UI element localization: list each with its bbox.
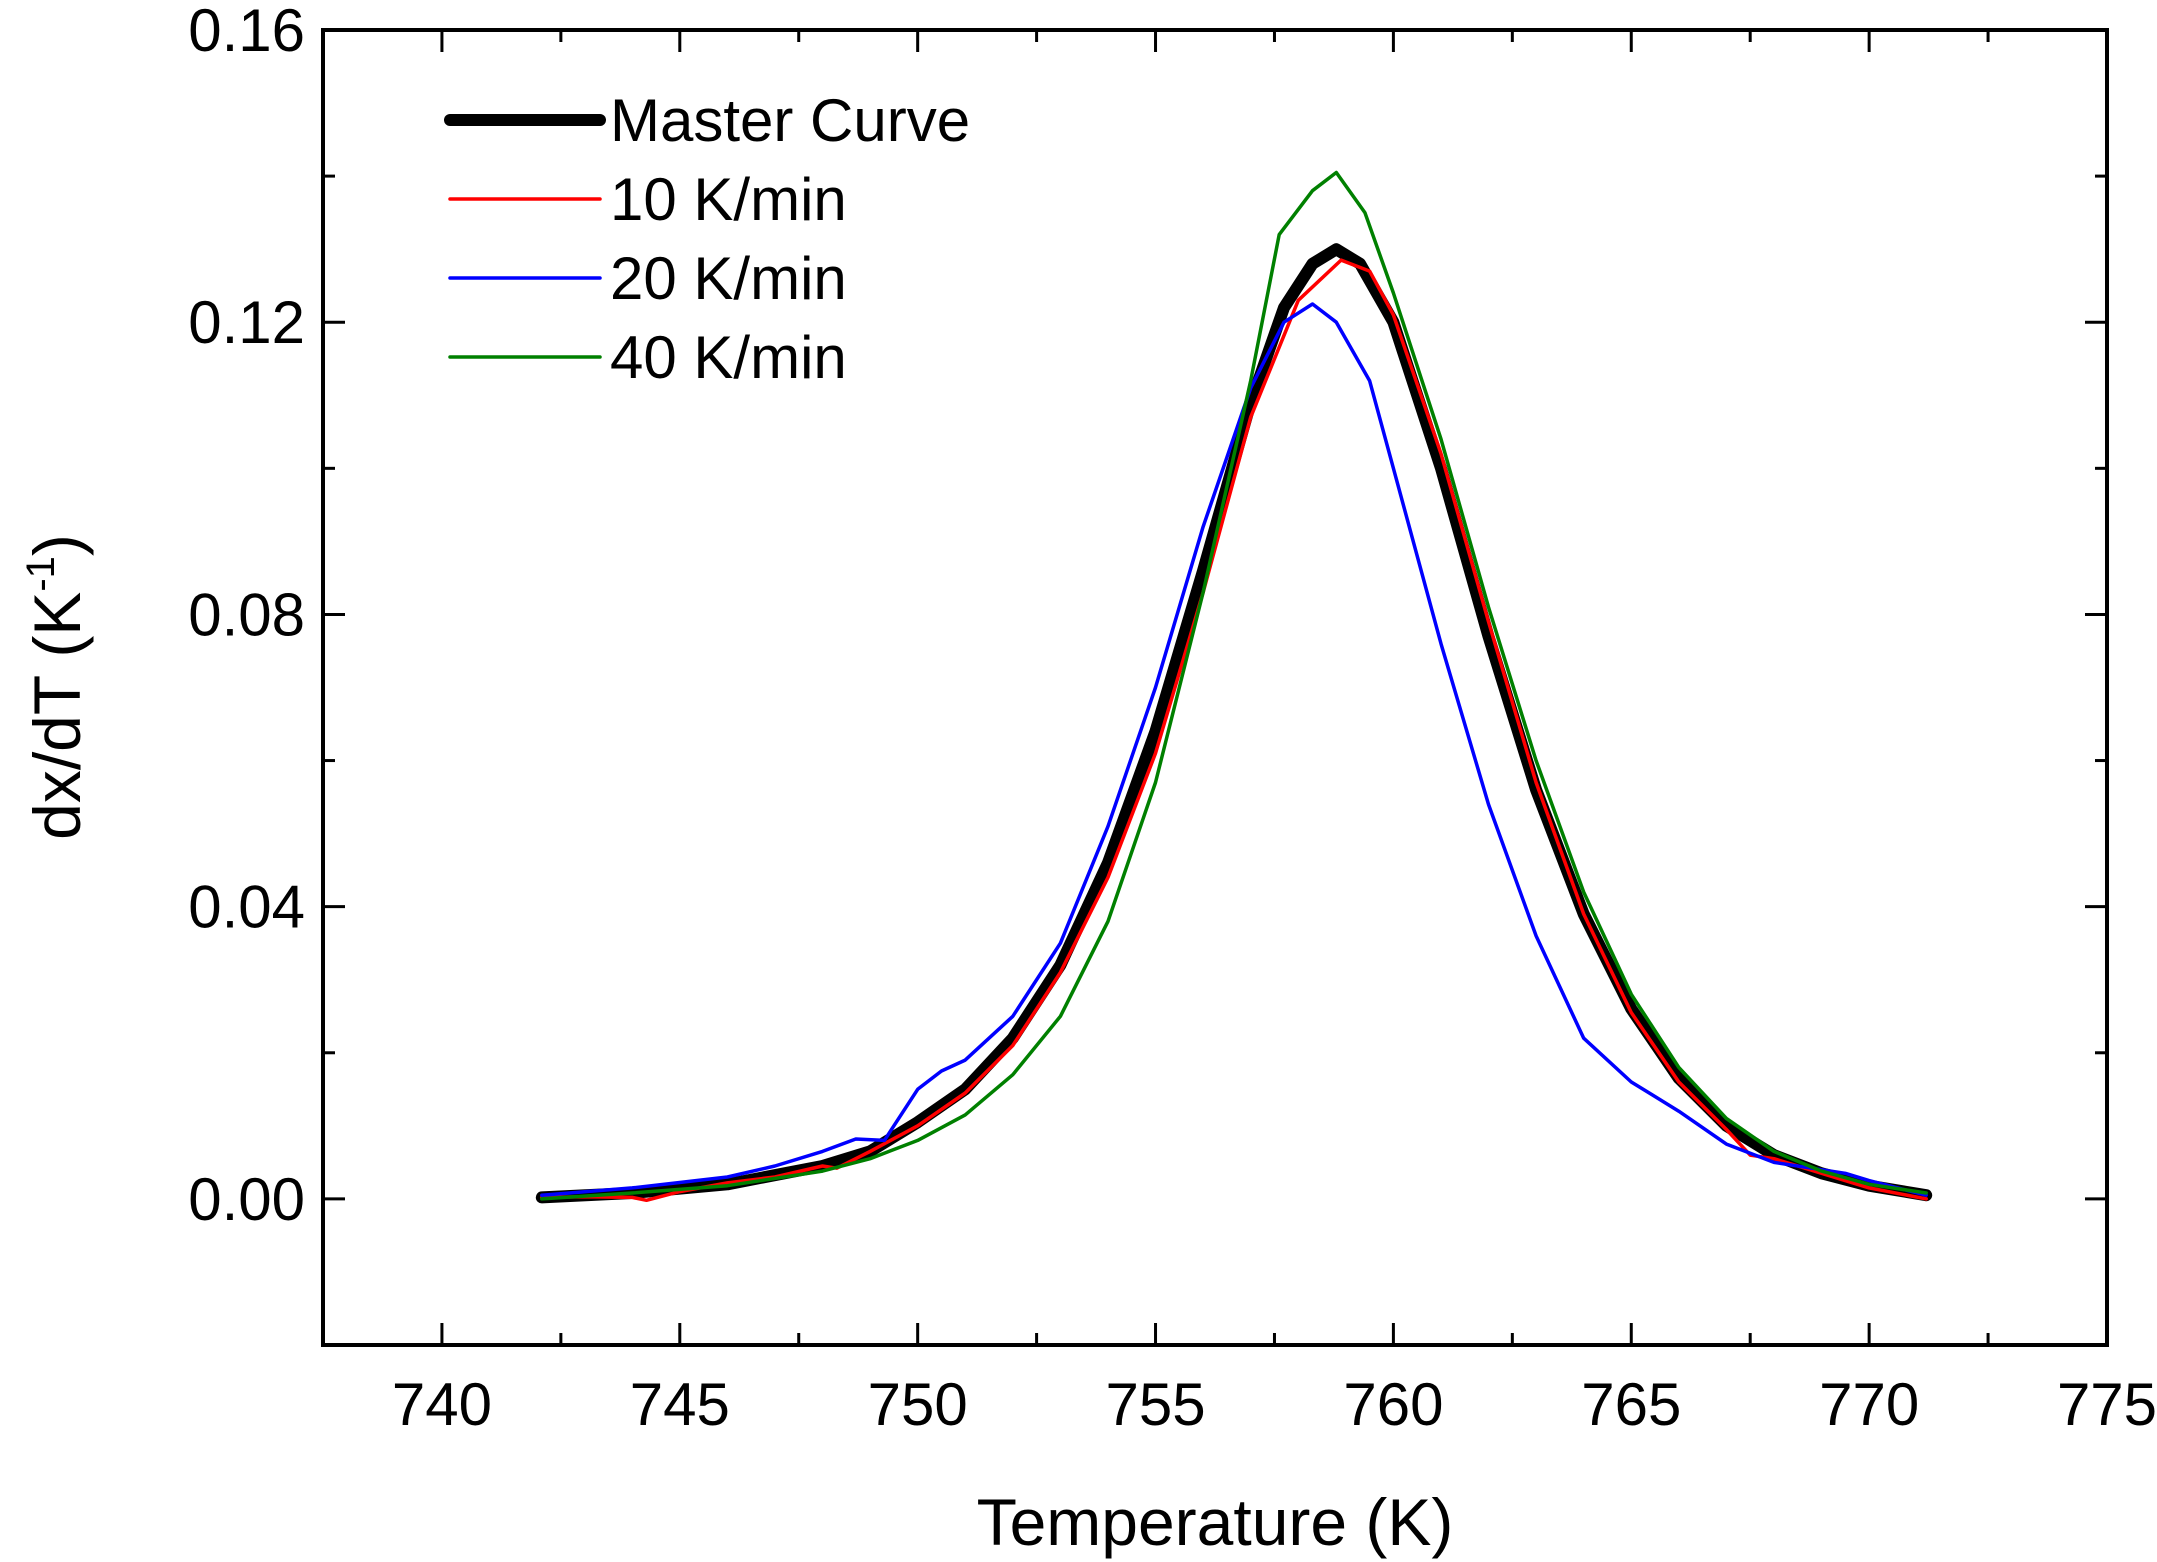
- plot-frame: [321, 28, 2109, 1347]
- y-axis-title-close: ): [20, 534, 94, 556]
- series-line-40-k-min: [540, 170, 1928, 1201]
- x-axis-title: Temperature (K): [977, 1485, 1454, 1559]
- series-line-10-k-min: [540, 258, 1928, 1203]
- y-tick-label: 0.04: [188, 874, 305, 941]
- x-tick-label: 745: [630, 1371, 730, 1438]
- x-tick-label: 755: [1105, 1371, 1205, 1438]
- x-tick-label: 740: [392, 1371, 492, 1438]
- x-tick-label: 770: [1819, 1371, 1919, 1438]
- series-line-20-k-min: [540, 302, 1928, 1197]
- x-tick-label: 765: [1581, 1371, 1681, 1438]
- x-tick-label: 775: [2057, 1371, 2157, 1438]
- tick-labels: 740 745 750 755 760 765 770 775 0.00 0.04 0.08 0.12…: [188, 0, 2157, 1438]
- x-tick-label: 750: [868, 1371, 968, 1438]
- y-tick-label: 0.16: [188, 0, 305, 64]
- y-tick-label: 0.08: [188, 581, 305, 648]
- legend-label-master-curve: Master Curve: [610, 87, 970, 154]
- legend-label-40-k-min: 40 K/min: [610, 324, 847, 391]
- y-axis-title-main: dx/dT (K: [20, 592, 94, 840]
- legend: Master Curve 10 K/min 20 K/min 40 K/min: [444, 87, 970, 391]
- axis-ticks: [323, 28, 2109, 1347]
- y-axis-title-superscript: -1: [19, 556, 63, 592]
- series-line-master-curve: [535, 243, 1933, 1204]
- legend-label-10-k-min: 10 K/min: [610, 166, 847, 233]
- y-axis-title: dx/dT (K-1): [19, 534, 94, 840]
- y-tick-label: 0.00: [188, 1166, 305, 1233]
- y-tick-label: 0.12: [188, 289, 305, 356]
- legend-label-20-k-min: 20 K/min: [610, 245, 847, 312]
- x-tick-label: 760: [1343, 1371, 1443, 1438]
- plot-content: [535, 170, 1933, 1204]
